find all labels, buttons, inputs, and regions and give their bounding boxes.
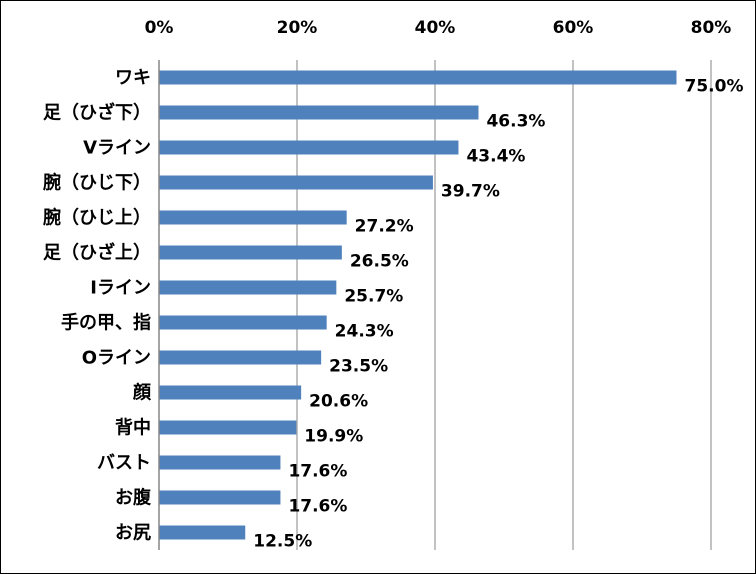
x-tick-label: 80% [691, 18, 732, 38]
bar-6 [159, 280, 337, 295]
data-label: 46.3% [486, 112, 545, 132]
bar-1 [159, 105, 479, 120]
data-label: 43.4% [466, 147, 525, 167]
data-label: 19.9% [304, 427, 363, 447]
data-label: 20.6% [309, 392, 368, 412]
category-label: バスト [97, 453, 151, 474]
data-label: 39.7% [441, 182, 500, 202]
category-label: 背中 [115, 417, 151, 439]
category-label: お腹 [115, 487, 152, 509]
category-label: 手の甲、指 [61, 312, 151, 334]
bar-7 [159, 315, 327, 330]
bar-5 [159, 245, 342, 260]
bar-12 [159, 490, 281, 505]
bar-0 [159, 70, 677, 85]
x-tick-label: 40% [415, 18, 456, 38]
data-label: 25.7% [344, 287, 403, 307]
category-label: Iライン [90, 278, 151, 299]
bar-3 [159, 175, 433, 190]
data-label: 23.5% [329, 357, 388, 377]
data-label: 17.6% [288, 462, 347, 482]
bar-2 [159, 140, 459, 155]
bar-13 [159, 525, 246, 540]
category-label: 顔 [132, 382, 152, 404]
category-label: Vライン [83, 138, 151, 159]
data-label: 26.5% [350, 252, 409, 272]
bar-9 [159, 385, 302, 400]
bar-4 [159, 210, 347, 225]
category-label: お尻 [115, 523, 151, 544]
x-tick-label: 60% [553, 18, 594, 38]
category-label: ワキ [115, 68, 151, 89]
category-label: 足（ひざ上） [43, 242, 151, 264]
x-tick-label: 0% [145, 18, 174, 38]
category-label: 腕（ひじ上） [43, 207, 151, 229]
category-label: 腕（ひじ下） [43, 172, 151, 194]
bar-8 [159, 350, 322, 365]
data-label: 24.3% [335, 322, 394, 342]
category-label: 足（ひざ下） [43, 102, 151, 124]
data-label: 12.5% [253, 532, 312, 552]
data-label: 27.2% [355, 217, 414, 237]
bar-11 [159, 455, 281, 470]
x-tick-label: 20% [277, 18, 318, 38]
bar-10 [159, 420, 297, 435]
category-label: Oライン [82, 348, 151, 369]
data-label: 17.6% [288, 497, 347, 517]
data-label: 75.0% [685, 77, 744, 97]
